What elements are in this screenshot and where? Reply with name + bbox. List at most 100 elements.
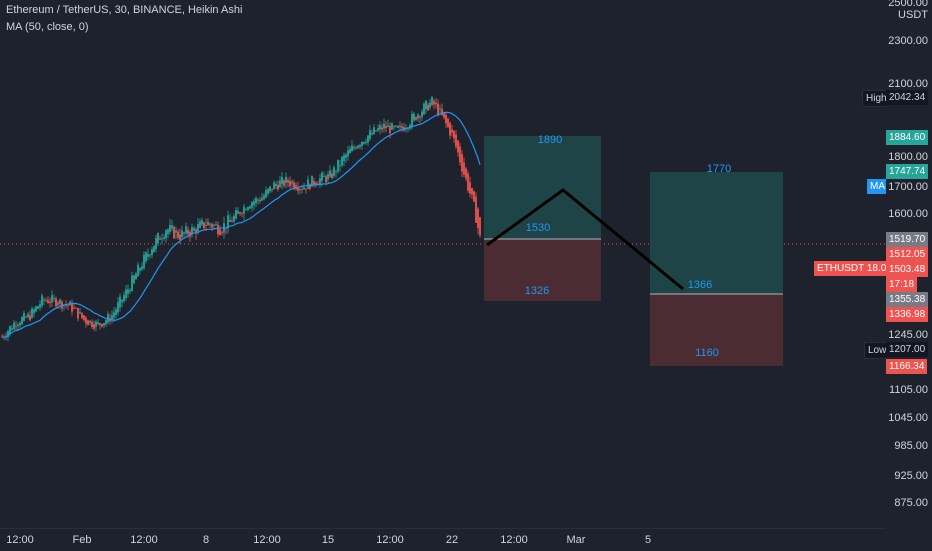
candle-body <box>281 176 283 184</box>
candle-body <box>219 229 221 235</box>
time-tick: 5 <box>644 534 652 546</box>
time-tick: 22 <box>445 534 459 546</box>
candle-body <box>51 295 53 303</box>
candle-body <box>455 134 457 147</box>
candle-body <box>445 114 447 124</box>
candle-body <box>145 252 147 262</box>
candle-body <box>11 328 13 330</box>
candle-body <box>273 182 275 190</box>
candle-body <box>365 141 367 144</box>
candle-body <box>401 126 403 129</box>
candle-body <box>297 187 299 191</box>
candle-body <box>137 264 139 277</box>
price-tick: 1105.00 <box>889 384 928 396</box>
countdown-tag: 17:18 <box>886 277 918 292</box>
candle-body <box>283 180 285 186</box>
last-price-tag: 1503.48 <box>886 262 929 277</box>
candle-body <box>337 159 339 172</box>
candle-body <box>201 220 203 225</box>
candle-body <box>213 224 215 226</box>
price-chart[interactable] <box>0 0 886 528</box>
candle-body <box>73 307 75 309</box>
time-tick: 12:00 <box>376 534 404 546</box>
candle-body <box>221 232 223 234</box>
candle-body <box>105 320 107 325</box>
candle-body <box>93 324 95 329</box>
candle-body <box>243 206 245 214</box>
candle-body <box>89 320 91 323</box>
candle-body <box>13 322 15 330</box>
candle-body <box>371 132 373 135</box>
candle-body <box>321 172 323 182</box>
candle-body <box>453 130 455 139</box>
candle-body <box>239 212 241 214</box>
candle-body <box>359 145 361 147</box>
candle-body <box>119 296 121 308</box>
red-price-tag-1: 1512.05 <box>886 247 929 262</box>
target-zone-2 <box>650 172 783 294</box>
time-tick: Feb <box>72 534 92 546</box>
candle-body <box>307 179 309 189</box>
candle-body <box>75 307 77 309</box>
candle-body <box>457 140 459 153</box>
price-axis[interactable]: 2500.00 USDT 2300.00 2100.00 1800.00 170… <box>886 0 932 528</box>
candle-body <box>107 313 109 323</box>
candle-body <box>257 199 259 201</box>
candle-body <box>27 313 29 317</box>
candle-body <box>313 181 315 185</box>
candle-body <box>113 312 115 318</box>
candle-body <box>465 168 467 179</box>
candle-body <box>87 320 89 326</box>
candle-body <box>151 249 153 256</box>
time-axis[interactable]: 12:00 Feb 12:00 8 12:00 15 12:00 22 12:0… <box>0 528 886 551</box>
candle-body <box>293 182 295 189</box>
ma-tag: MA <box>867 179 888 194</box>
price-tick: 2500.00 <box>888 0 928 9</box>
candle-body <box>97 322 99 325</box>
candle-body <box>197 224 199 232</box>
ma-line <box>1 111 481 338</box>
chart-area[interactable]: Ethereum / TetherUS, 30, BINANCE, Heikin… <box>0 0 904 528</box>
candle-body <box>41 295 43 306</box>
box1-stop-label: 1326 <box>524 285 550 297</box>
candle-body <box>381 127 383 130</box>
candle-body <box>251 202 253 208</box>
price-tick: 985.00 <box>894 440 928 452</box>
time-tick: 12:00 <box>130 534 158 546</box>
candle-body <box>447 118 449 127</box>
candle-body <box>95 321 97 327</box>
candle-body <box>59 299 61 304</box>
ma-value-tag: 1747.74 <box>886 164 929 179</box>
candle-body <box>399 125 401 127</box>
candle-body <box>421 111 423 118</box>
candle-body <box>383 123 385 129</box>
price-tick: 2100.00 <box>888 78 928 90</box>
candle-body <box>117 302 119 313</box>
gray-price-tag: 1519.70 <box>886 232 929 247</box>
red-price-tag-3: 1166.34 <box>886 359 928 374</box>
candle-body <box>79 312 81 314</box>
candle-body <box>469 182 471 194</box>
candle-body <box>91 321 93 327</box>
candle-body <box>391 123 393 130</box>
candle-body <box>253 201 255 206</box>
candle-body <box>389 126 391 134</box>
candle-body <box>149 254 151 256</box>
candle-body <box>195 229 197 234</box>
candle-body <box>181 230 183 238</box>
candle-body <box>207 221 209 226</box>
candle-body <box>287 179 289 183</box>
candle-body <box>255 198 257 204</box>
candle-body <box>39 304 41 308</box>
candle-body <box>163 237 165 239</box>
candle-body <box>157 233 159 244</box>
candle-body <box>327 173 329 180</box>
candle-body <box>375 130 377 132</box>
price-tick: 1600.00 <box>888 208 928 220</box>
candle-body <box>397 126 399 128</box>
target-zone-1 <box>484 136 601 239</box>
candle-body <box>123 295 125 301</box>
candle-body <box>451 129 453 133</box>
candle-body <box>477 208 479 228</box>
candle-body <box>311 175 313 187</box>
